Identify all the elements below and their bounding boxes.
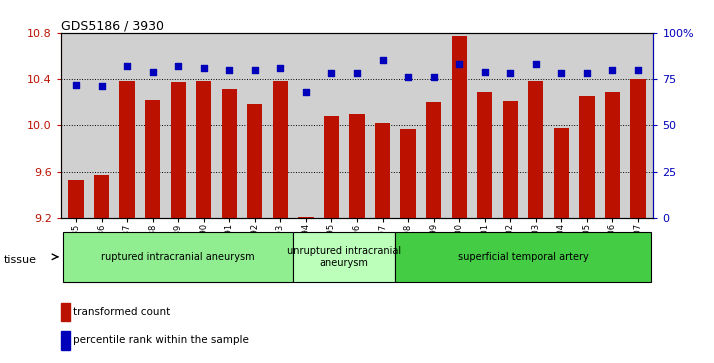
Point	[173, 63, 184, 69]
Text: unruptured intracranial
aneurysm: unruptured intracranial aneurysm	[287, 246, 401, 268]
Point	[275, 65, 286, 71]
Bar	[171, 82, 186, 218]
Point	[198, 65, 209, 71]
Point	[326, 70, 337, 76]
Bar	[119, 81, 135, 218]
Bar	[375, 123, 391, 218]
Bar	[349, 114, 365, 218]
Bar	[196, 81, 211, 218]
Bar	[61, 331, 70, 350]
Point	[147, 69, 159, 74]
Bar	[579, 96, 595, 218]
FancyBboxPatch shape	[293, 232, 396, 282]
Bar	[145, 100, 161, 218]
Text: GDS5186 / 3930: GDS5186 / 3930	[61, 20, 164, 33]
Point	[70, 82, 81, 87]
Text: ruptured intracranial aneurysm: ruptured intracranial aneurysm	[101, 252, 255, 262]
Text: transformed count: transformed count	[74, 307, 171, 317]
Bar	[553, 127, 569, 218]
Point	[581, 70, 593, 76]
Bar	[451, 36, 467, 218]
Bar	[605, 92, 620, 218]
Point	[505, 70, 516, 76]
Bar	[61, 303, 70, 322]
Bar	[401, 129, 416, 218]
Point	[479, 69, 491, 74]
Bar	[221, 89, 237, 218]
Bar	[630, 79, 645, 218]
Point	[121, 63, 133, 69]
Point	[351, 70, 363, 76]
Bar	[69, 180, 84, 218]
Bar	[94, 175, 109, 218]
Bar	[503, 101, 518, 218]
Point	[403, 74, 414, 80]
Bar	[426, 102, 441, 218]
Point	[249, 67, 261, 73]
Bar	[477, 92, 493, 218]
Point	[223, 67, 235, 73]
Bar	[323, 116, 339, 218]
Point	[555, 70, 567, 76]
Point	[530, 61, 541, 67]
Text: tissue: tissue	[4, 254, 36, 265]
Text: superficial temporal artery: superficial temporal artery	[458, 252, 588, 262]
Point	[633, 67, 644, 73]
FancyBboxPatch shape	[396, 232, 650, 282]
Bar	[528, 81, 543, 218]
Point	[300, 89, 311, 95]
Bar	[247, 105, 263, 218]
Point	[377, 57, 388, 63]
Bar	[298, 217, 313, 218]
Text: percentile rank within the sample: percentile rank within the sample	[74, 335, 249, 346]
FancyBboxPatch shape	[64, 232, 293, 282]
Bar	[273, 81, 288, 218]
Point	[607, 67, 618, 73]
Point	[453, 61, 465, 67]
Point	[428, 74, 439, 80]
Point	[96, 83, 107, 89]
